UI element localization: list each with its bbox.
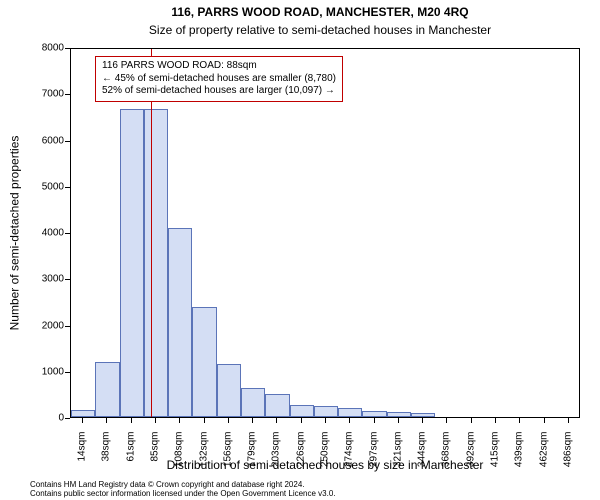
histogram-bar bbox=[265, 394, 289, 417]
y-tick-label: 6000 bbox=[0, 135, 64, 146]
chart-title: 116, PARRS WOOD ROAD, MANCHESTER, M20 4R… bbox=[50, 5, 590, 19]
x-tick-label: 462sqm bbox=[538, 432, 549, 472]
annotation-line: ← 45% of semi-detached houses are smalle… bbox=[102, 73, 336, 86]
plot-area bbox=[70, 48, 580, 418]
histogram-bar bbox=[241, 388, 265, 417]
y-tick-label: 2000 bbox=[0, 320, 64, 331]
histogram-bar bbox=[411, 413, 435, 417]
x-tick-label: 226sqm bbox=[295, 432, 306, 472]
x-tick-label: 61sqm bbox=[125, 432, 136, 472]
chart-subtitle: Size of property relative to semi-detach… bbox=[50, 23, 590, 37]
x-tick-label: 250sqm bbox=[320, 432, 331, 472]
x-tick-label: 274sqm bbox=[344, 432, 355, 472]
y-tick-label: 0 bbox=[0, 413, 64, 424]
y-tick-label: 5000 bbox=[0, 181, 64, 192]
y-tick-label: 7000 bbox=[0, 89, 64, 100]
y-tick-label: 8000 bbox=[0, 43, 64, 54]
histogram-bar bbox=[362, 411, 386, 417]
x-tick-label: 344sqm bbox=[417, 432, 428, 472]
footer-text: Contains HM Land Registry data © Crown c… bbox=[30, 480, 336, 498]
x-tick-label: 132sqm bbox=[198, 432, 209, 472]
x-tick-label: 85sqm bbox=[150, 432, 161, 472]
x-tick-label: 392sqm bbox=[465, 432, 476, 472]
x-tick-label: 179sqm bbox=[247, 432, 258, 472]
histogram-bar bbox=[217, 364, 241, 417]
histogram-bar bbox=[95, 362, 119, 417]
x-tick-label: 156sqm bbox=[222, 432, 233, 472]
x-tick-label: 14sqm bbox=[77, 432, 88, 472]
histogram-bar bbox=[168, 228, 192, 417]
x-tick-label: 368sqm bbox=[441, 432, 452, 472]
annotation-box: 116 PARRS WOOD ROAD: 88sqm← 45% of semi-… bbox=[95, 56, 343, 102]
histogram-bar bbox=[387, 412, 411, 417]
x-tick-label: 415sqm bbox=[490, 432, 501, 472]
histogram-bar bbox=[192, 307, 216, 417]
annotation-line: 116 PARRS WOOD ROAD: 88sqm bbox=[102, 60, 336, 73]
histogram-bar bbox=[71, 410, 95, 417]
histogram-bar bbox=[120, 109, 144, 417]
x-tick-label: 203sqm bbox=[271, 432, 282, 472]
x-tick-label: 486sqm bbox=[562, 432, 573, 472]
y-tick-label: 1000 bbox=[0, 366, 64, 377]
histogram-bar bbox=[314, 406, 338, 417]
x-tick-label: 108sqm bbox=[174, 432, 185, 472]
x-tick-label: 297sqm bbox=[368, 432, 379, 472]
histogram-bar bbox=[290, 405, 314, 417]
histogram-bar bbox=[338, 408, 362, 417]
y-tick-label: 3000 bbox=[0, 274, 64, 285]
x-tick-label: 38sqm bbox=[101, 432, 112, 472]
annotation-line: 52% of semi-detached houses are larger (… bbox=[102, 85, 336, 98]
chart-container: { "chart": { "type": "histogram", "title… bbox=[0, 0, 600, 500]
x-tick-label: 439sqm bbox=[514, 432, 525, 472]
histogram-bar bbox=[144, 109, 168, 417]
x-tick-label: 321sqm bbox=[392, 432, 403, 472]
reference-line bbox=[151, 49, 152, 417]
y-tick-label: 4000 bbox=[0, 228, 64, 239]
